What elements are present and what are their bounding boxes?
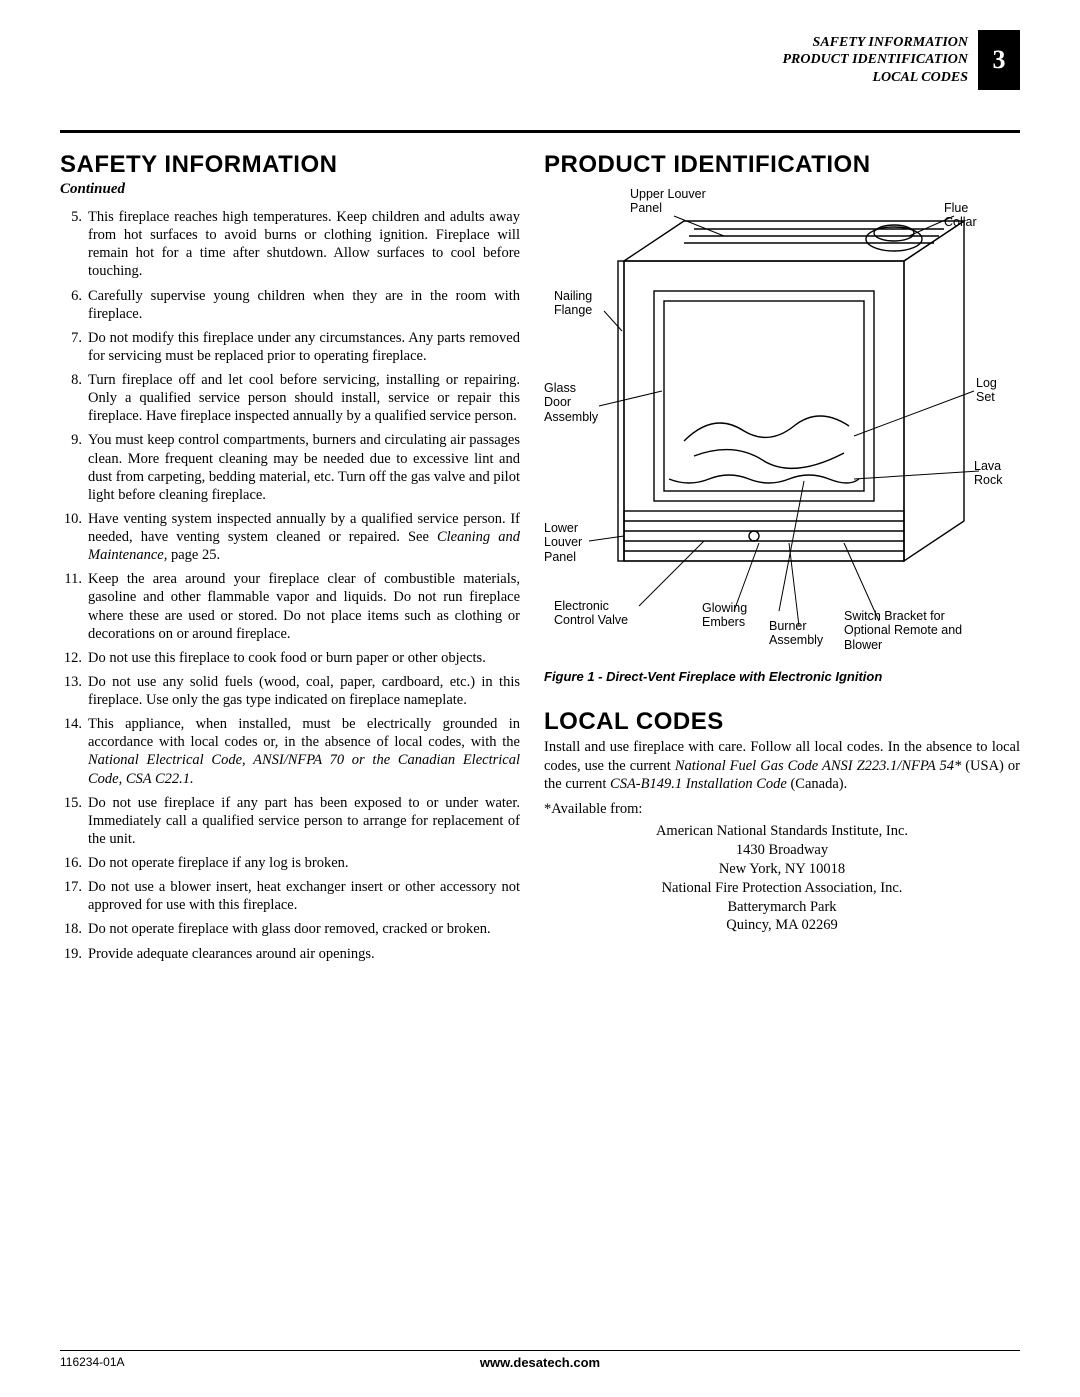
item-text: Have venting system inspected annually b…: [88, 510, 520, 564]
item-number: 8.: [60, 371, 88, 425]
header-section-labels: SAFETY INFORMATION PRODUCT IDENTIFICATIO…: [782, 34, 968, 87]
label-upper-louver: Upper LouverPanel: [630, 187, 706, 216]
left-column: SAFETY INFORMATION Continued 5.This fire…: [60, 151, 520, 969]
header-line: SAFETY INFORMATION: [782, 34, 968, 52]
safety-item: 7.Do not modify this fireplace under any…: [60, 329, 520, 365]
item-text: Do not use this fireplace to cook food o…: [88, 649, 520, 667]
right-column: PRODUCT IDENTIFICATION: [544, 151, 1020, 969]
item-number: 15.: [60, 794, 88, 848]
label-switch-bracket: Switch Bracket forOptional Remote andBlo…: [844, 609, 994, 652]
safety-item: 17.Do not use a blower insert, heat exch…: [60, 878, 520, 914]
fireplace-diagram: Upper LouverPanel Flue Collar NailingFla…: [544, 181, 1004, 661]
safety-item: 9.You must keep control compartments, bu…: [60, 431, 520, 504]
item-number: 17.: [60, 878, 88, 914]
item-number: 9.: [60, 431, 88, 504]
safety-list: 5.This fireplace reaches high temperatur…: [60, 208, 520, 963]
safety-item: 14.This appliance, when installed, must …: [60, 715, 520, 788]
item-text: Do not operate fireplace if any log is b…: [88, 854, 520, 872]
item-text: Do not use fireplace if any part has bee…: [88, 794, 520, 848]
label-flue-collar: Flue Collar: [944, 201, 1004, 230]
item-text: Do not modify this fireplace under any c…: [88, 329, 520, 365]
item-text: Do not operate fireplace with glass door…: [88, 920, 520, 938]
addr-line: American National Standards Institute, I…: [544, 822, 1020, 841]
addr-line: New York, NY 10018: [544, 860, 1020, 879]
item-text: Do not use any solid fuels (wood, coal, …: [88, 673, 520, 709]
item-number: 19.: [60, 945, 88, 963]
safety-item: 11.Keep the area around your fireplace c…: [60, 570, 520, 643]
header-line: LOCAL CODES: [782, 69, 968, 87]
item-text: You must keep control compartments, burn…: [88, 431, 520, 504]
product-id-title: PRODUCT IDENTIFICATION: [544, 151, 1020, 179]
figure-caption: Figure 1 - Direct-Vent Fireplace with El…: [544, 669, 1020, 684]
addr-line: 1430 Broadway: [544, 841, 1020, 860]
safety-item: 10.Have venting system inspected annuall…: [60, 510, 520, 564]
item-text: Do not use a blower insert, heat exchang…: [88, 878, 520, 914]
item-text: This fireplace reaches high temperatures…: [88, 208, 520, 281]
item-text: Provide adequate clearances around air o…: [88, 945, 520, 963]
item-number: 6.: [60, 287, 88, 323]
safety-title: SAFETY INFORMATION: [60, 151, 520, 179]
continued-label: Continued: [60, 181, 520, 198]
item-number: 14.: [60, 715, 88, 788]
label-glowing-embers: GlowingEmbers: [702, 601, 747, 630]
fireplace-svg: [544, 181, 1004, 661]
safety-item: 13.Do not use any solid fuels (wood, coa…: [60, 673, 520, 709]
addr-line: National Fire Protection Association, In…: [544, 879, 1020, 898]
standards-addresses: American National Standards Institute, I…: [544, 822, 1020, 935]
safety-item: 18.Do not operate fireplace with glass d…: [60, 920, 520, 938]
label-lava-rock: LavaRock: [974, 459, 1002, 488]
safety-item: 6.Carefully supervise young children whe…: [60, 287, 520, 323]
item-number: 11.: [60, 570, 88, 643]
item-number: 16.: [60, 854, 88, 872]
label-elec-valve: ElectronicControl Valve: [554, 599, 628, 628]
content-columns: SAFETY INFORMATION Continued 5.This fire…: [60, 151, 1020, 969]
label-burner: BurnerAssembly: [769, 619, 823, 648]
divider: [60, 130, 1020, 133]
page-footer: 116234-01A www.desatech.com: [60, 1350, 1020, 1369]
footer-website: www.desatech.com: [480, 1355, 600, 1370]
label-nailing-flange: NailingFlange: [554, 289, 592, 318]
available-from: *Available from:: [544, 800, 1020, 819]
item-number: 5.: [60, 208, 88, 281]
item-number: 10.: [60, 510, 88, 564]
safety-item: 5.This fireplace reaches high temperatur…: [60, 208, 520, 281]
safety-item: 19.Provide adequate clearances around ai…: [60, 945, 520, 963]
item-text: This appliance, when installed, must be …: [88, 715, 520, 788]
safety-item: 8.Turn fireplace off and let cool before…: [60, 371, 520, 425]
doc-number: 116234-01A: [60, 1355, 125, 1369]
item-number: 7.: [60, 329, 88, 365]
item-number: 18.: [60, 920, 88, 938]
safety-item: 12.Do not use this fireplace to cook foo…: [60, 649, 520, 667]
item-text: Turn fireplace off and let cool before s…: [88, 371, 520, 425]
local-body-post: (Canada).: [787, 776, 847, 792]
label-lower-louver: LowerLouverPanel: [544, 521, 582, 564]
addr-line: Quincy, MA 02269: [544, 916, 1020, 935]
item-text: Keep the area around your fireplace clea…: [88, 570, 520, 643]
header-line: PRODUCT IDENTIFICATION: [782, 51, 968, 69]
item-text: Carefully supervise young children when …: [88, 287, 520, 323]
local-codes-body: Install and use fireplace with care. Fol…: [544, 738, 1020, 794]
page-header: SAFETY INFORMATION PRODUCT IDENTIFICATIO…: [60, 30, 1020, 90]
local-codes-title: LOCAL CODES: [544, 708, 1020, 736]
local-body-em2: CSA-B149.1 Installation Code: [610, 776, 787, 792]
item-number: 12.: [60, 649, 88, 667]
item-number: 13.: [60, 673, 88, 709]
safety-item: 16.Do not operate fireplace if any log i…: [60, 854, 520, 872]
local-body-em1: National Fuel Gas Code ANSI Z223.1/NFPA …: [675, 758, 961, 774]
safety-item: 15.Do not use fireplace if any part has …: [60, 794, 520, 848]
page-number: 3: [978, 30, 1020, 90]
label-log-set: LogSet: [976, 376, 997, 405]
addr-line: Batterymarch Park: [544, 898, 1020, 917]
label-glass-door: GlassDoorAssembly: [544, 381, 598, 424]
